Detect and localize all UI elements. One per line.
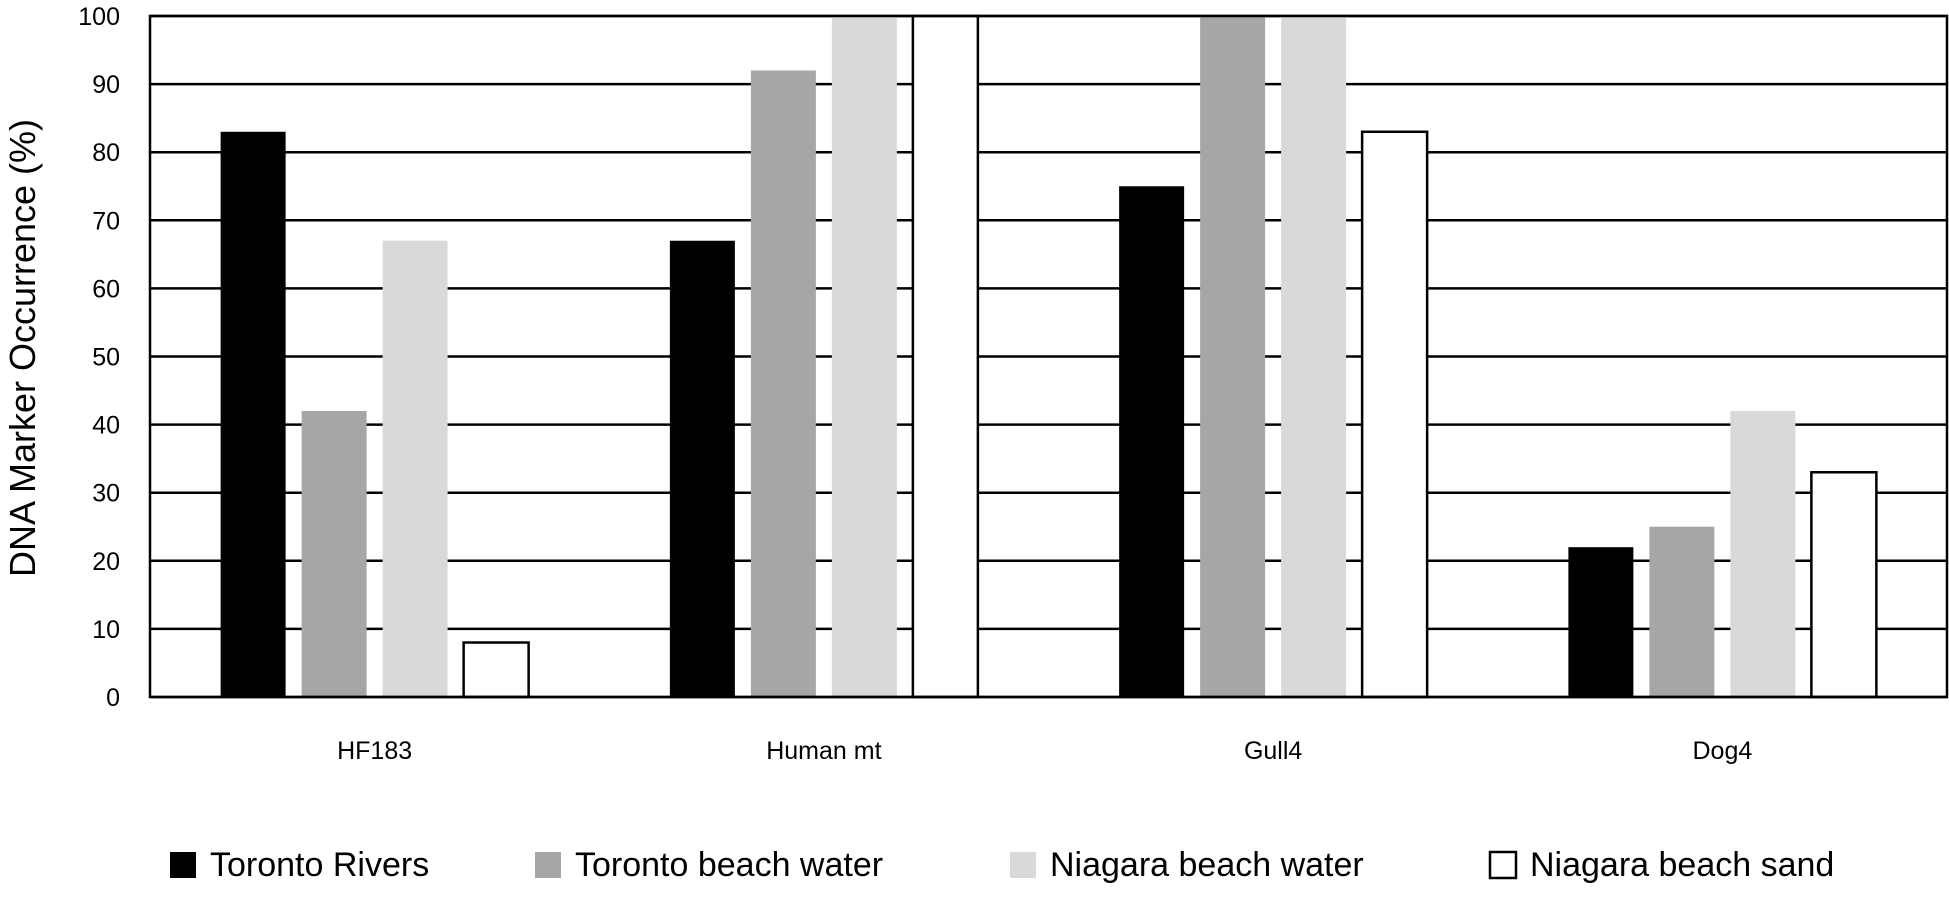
bar [1810,471,1878,699]
bar [462,641,530,699]
bar [1119,186,1185,697]
y-tick-label: 100 [78,3,120,31]
x-tick-label: Human mt [766,737,881,765]
bar [1568,547,1634,697]
x-tick-label: Gull4 [1244,737,1302,765]
legend-label: Niagara beach water [1050,846,1364,884]
bar [220,131,286,697]
legend-swatch [535,852,561,878]
bars [220,14,1878,699]
y-tick-label: 70 [92,207,120,235]
bar [750,70,816,698]
bar [1649,526,1715,697]
legend-label: Niagara beach sand [1530,846,1834,884]
legend-label: Toronto beach water [575,846,883,884]
y-tick-label: 80 [92,139,120,167]
bar [911,14,980,699]
legend-swatch [1010,852,1036,878]
y-tick-label: 90 [92,71,120,99]
bar [1281,16,1347,697]
bar [301,410,367,697]
y-tick-label: 20 [92,548,120,576]
y-tick-label: 10 [92,616,120,644]
bar [669,240,735,698]
y-tick-label: 60 [92,275,120,303]
legend: Toronto Rivers Toronto beach water Niagara… [170,846,1834,884]
x-tick-label: HF183 [337,737,412,765]
legend-label: Toronto Rivers [210,846,429,884]
legend-swatch [170,852,196,878]
bar [1360,130,1429,699]
x-tick-label: Dog4 [1692,737,1752,765]
axes: 0 10 20 30 40 50 60 70 80 90 100 HF183 Human mt Gull4… [78,3,1949,765]
bar [382,240,448,698]
y-axis-label: DNA Marker Occurrence (%) [2,119,43,577]
y-tick-label: 30 [92,480,120,508]
y-tick-label: 40 [92,412,120,440]
legend-swatch [1488,850,1518,880]
y-tick-label: 0 [106,684,120,712]
y-tick-label: 50 [92,344,120,372]
bar [1200,16,1266,697]
bar [1730,410,1796,697]
bar [831,16,897,697]
